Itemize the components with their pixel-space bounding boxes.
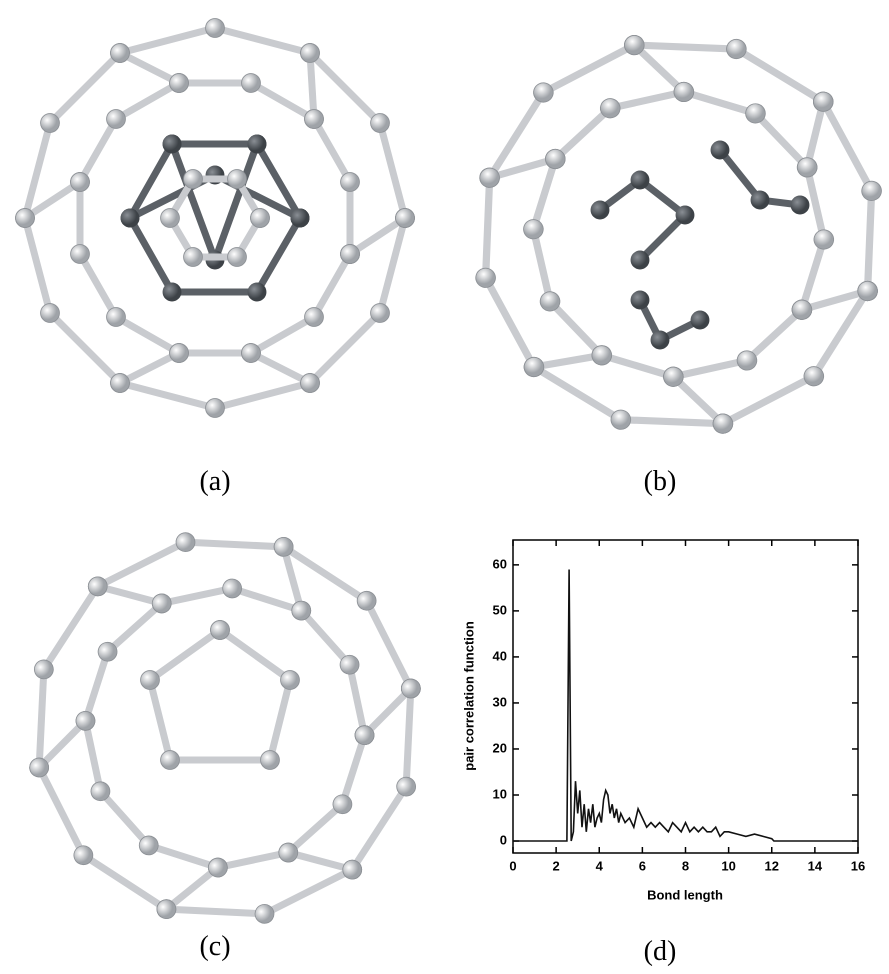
data-line <box>513 570 858 842</box>
x-tick-label: 10 <box>721 858 735 873</box>
x-tick-label: 2 <box>553 858 560 873</box>
panel-label: (a) <box>199 466 230 497</box>
chart-d: Bond length pair correlation function 0 1… <box>461 540 865 902</box>
y-tick-label: 60 <box>493 556 507 571</box>
x-tick-label: 0 <box>509 858 516 873</box>
y-tick-label: 40 <box>493 648 507 663</box>
y-tick-label: 50 <box>493 602 507 617</box>
y-tick-label: 0 <box>500 832 507 847</box>
plot-frame <box>513 540 858 853</box>
panel-label: (b) <box>644 466 677 497</box>
y-tick-label: 20 <box>493 740 507 755</box>
x-tick-label: 12 <box>765 858 779 873</box>
y-tick-label: 30 <box>493 694 507 709</box>
x-tick-label: 6 <box>639 858 646 873</box>
y-tick-label: 10 <box>493 786 507 801</box>
x-tick-label: 4 <box>596 858 604 873</box>
panel-label: (c) <box>199 931 230 962</box>
x-axis-label: Bond length <box>647 887 723 902</box>
molecule-a <box>25 28 405 408</box>
molecule-b <box>432 0 889 476</box>
x-tick-label: 8 <box>682 858 689 873</box>
y-axis-label: pair correlation function <box>461 621 476 771</box>
figure: (a) (b) (c) (d) Bond length pair correla… <box>0 0 889 974</box>
x-tick-label: 16 <box>851 858 865 873</box>
panel-label: (d) <box>644 936 677 967</box>
molecule-c <box>0 503 450 954</box>
x-tick-label: 14 <box>808 858 823 873</box>
